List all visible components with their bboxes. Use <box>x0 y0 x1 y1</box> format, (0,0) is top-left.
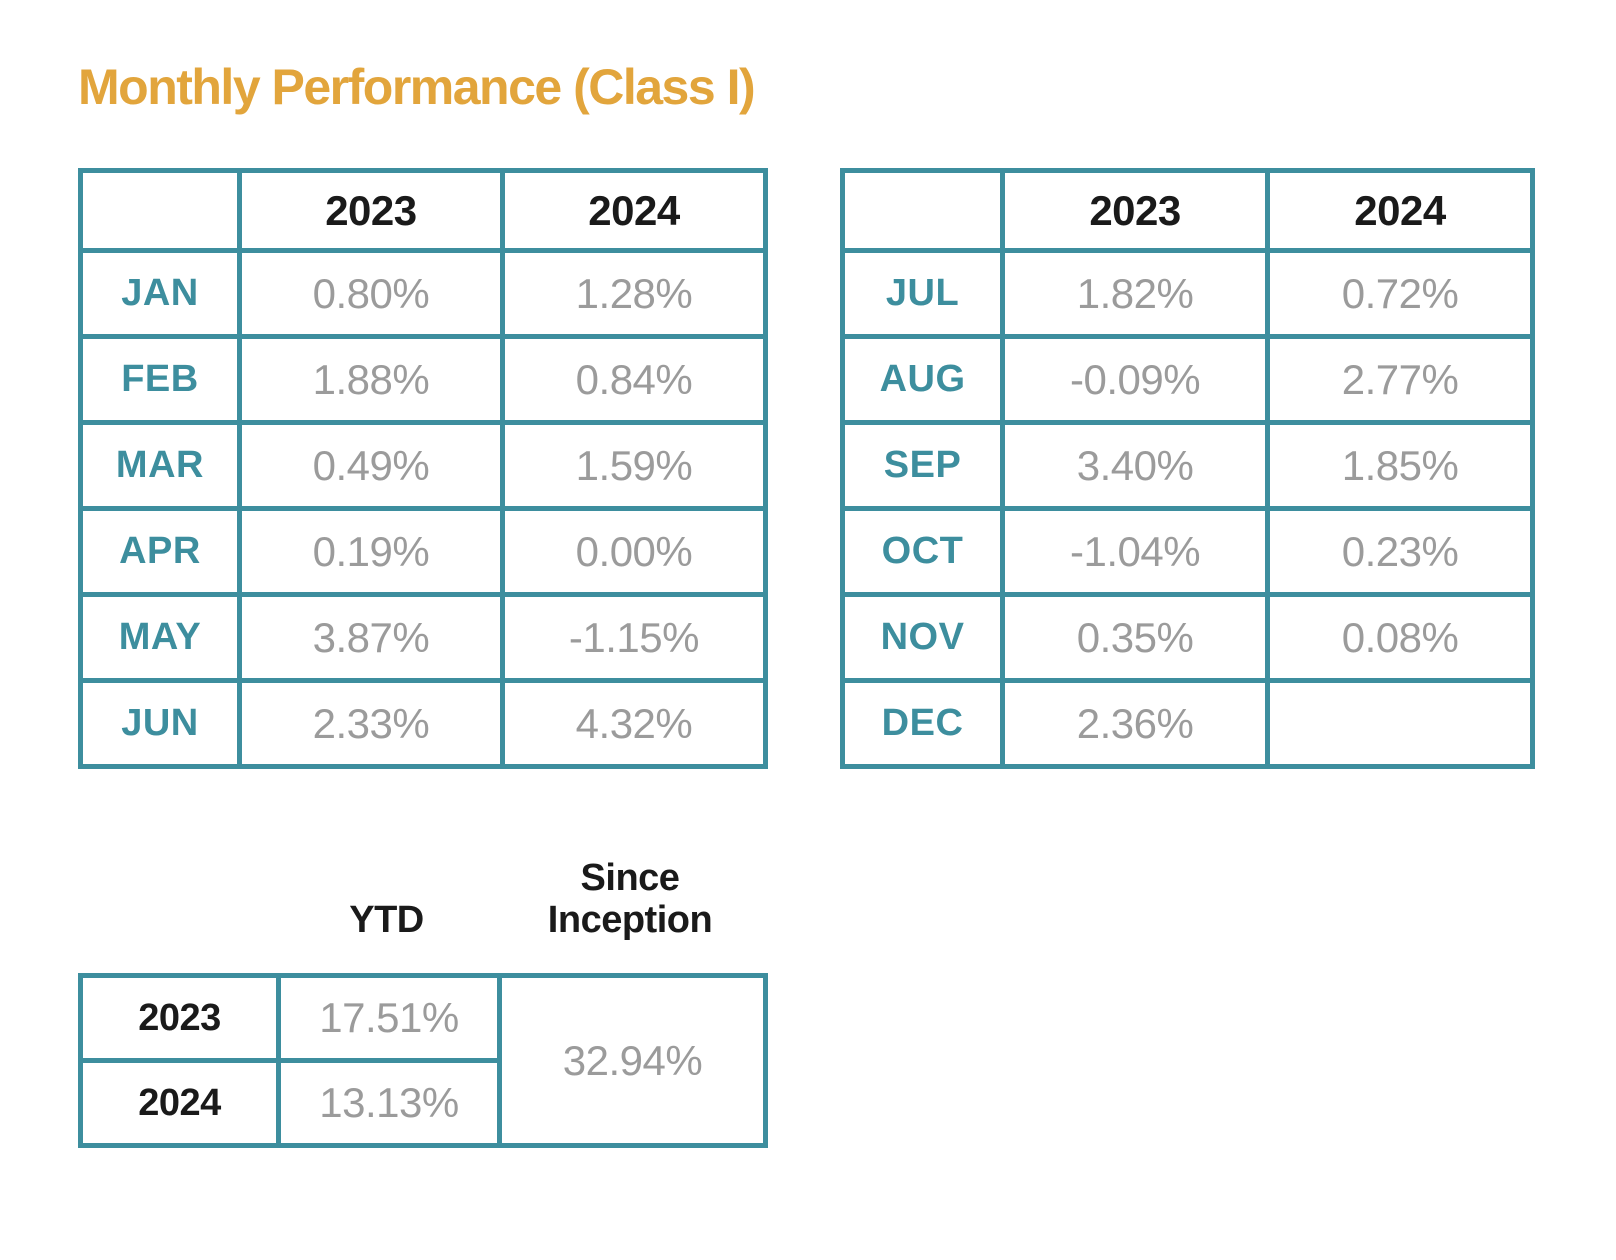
year-label-2024: 2024 <box>78 1058 281 1148</box>
may-2024-value: -1.15% <box>499 592 769 683</box>
oct-2024-value: 0.23% <box>1265 506 1535 597</box>
feb-2024-value: 0.84% <box>499 334 769 425</box>
table-row-may: MAY 3.87% -1.15% <box>78 592 769 683</box>
table-row-oct: OCT -1.04% 0.23% <box>839 506 1535 597</box>
ytd-2023-value: 17.51% <box>276 973 502 1063</box>
aug-2023-value: -0.09% <box>1000 334 1271 425</box>
year-header-2023: 2023 <box>236 168 505 253</box>
month-label-may: MAY <box>78 592 242 683</box>
table-row-feb: FEB 1.88% 0.84% <box>78 334 769 425</box>
month-label-aug: AUG <box>839 334 1006 425</box>
month-label-dec: DEC <box>839 678 1006 769</box>
page-title: Monthly Performance (Class I) <box>78 59 756 115</box>
month-label-nov: NOV <box>839 592 1006 683</box>
mar-2024-value: 1.59% <box>499 420 769 511</box>
jul-2024-value: 0.72% <box>1265 248 1535 339</box>
table-row-aug: AUG -0.09% 2.77% <box>839 334 1535 425</box>
sep-2024-value: 1.85% <box>1265 420 1535 511</box>
month-label-feb: FEB <box>78 334 242 425</box>
dec-2024-value-empty <box>1265 678 1535 769</box>
ytd-2024-value: 13.13% <box>276 1058 502 1148</box>
aug-2024-value: 2.77% <box>1265 334 1535 425</box>
month-label-apr: APR <box>78 506 242 597</box>
table-row-nov: NOV 0.35% 0.08% <box>839 592 1535 683</box>
month-label-jul: JUL <box>839 248 1006 339</box>
table-row-apr: APR 0.19% 0.00% <box>78 506 769 597</box>
corner-cell <box>78 168 242 253</box>
jun-2024-value: 4.32% <box>499 678 769 769</box>
table-row-jan: JAN 0.80% 1.28% <box>78 248 769 339</box>
dec-2023-value: 2.36% <box>1000 678 1271 769</box>
feb-2023-value: 1.88% <box>236 334 505 425</box>
month-label-oct: OCT <box>839 506 1006 597</box>
mar-2023-value: 0.49% <box>236 420 505 511</box>
since-inception-value: 32.94% <box>497 973 768 1148</box>
month-label-mar: MAR <box>78 420 242 511</box>
nov-2023-value: 0.35% <box>1000 592 1271 683</box>
summary-table: 2023 17.51% 32.94% 2024 13.13% <box>78 973 768 1148</box>
sep-2023-value: 3.40% <box>1000 420 1271 511</box>
table-row-dec: DEC 2.36% <box>839 678 1535 769</box>
year-header-2023: 2023 <box>1000 168 1271 253</box>
month-label-jan: JAN <box>78 248 242 339</box>
monthly-table-jan-jun: 2023 2024 JAN 0.80% 1.28% FEB 1.88% 0.84… <box>78 168 769 769</box>
jun-2023-value: 2.33% <box>236 678 505 769</box>
nov-2024-value: 0.08% <box>1265 592 1535 683</box>
apr-2023-value: 0.19% <box>236 506 505 597</box>
header-row: 2023 2024 <box>839 168 1535 253</box>
header-row: 2023 2024 <box>78 168 769 253</box>
summary-row-2024: 2024 13.13% <box>78 1058 766 1148</box>
jan-2023-value: 0.80% <box>236 248 505 339</box>
ytd-column-header: YTD <box>349 899 424 942</box>
monthly-table-jul-dec: 2023 2024 JUL 1.82% 0.72% AUG -0.09% 2.7… <box>839 168 1535 769</box>
apr-2024-value: 0.00% <box>499 506 769 597</box>
table-row-jun: JUN 2.33% 4.32% <box>78 678 769 769</box>
since-inception-column-header: Since Inception <box>547 856 713 942</box>
summary-row-2023: 2023 17.51% 32.94% <box>78 973 768 1148</box>
may-2023-value: 3.87% <box>236 592 505 683</box>
month-label-sep: SEP <box>839 420 1006 511</box>
year-header-2024: 2024 <box>1265 168 1535 253</box>
jul-2023-value: 1.82% <box>1000 248 1271 339</box>
oct-2023-value: -1.04% <box>1000 506 1271 597</box>
jan-2024-value: 1.28% <box>499 248 769 339</box>
corner-cell <box>839 168 1006 253</box>
month-label-jun: JUN <box>78 678 242 769</box>
table-row-mar: MAR 0.49% 1.59% <box>78 420 769 511</box>
summary-header-row: YTD Since Inception <box>78 838 763 958</box>
year-header-2024: 2024 <box>499 168 769 253</box>
table-row-jul: JUL 1.82% 0.72% <box>839 248 1535 339</box>
table-row-sep: SEP 3.40% 1.85% <box>839 420 1535 511</box>
year-label-2023: 2023 <box>78 973 281 1063</box>
summary-corner-spacer <box>78 942 276 958</box>
